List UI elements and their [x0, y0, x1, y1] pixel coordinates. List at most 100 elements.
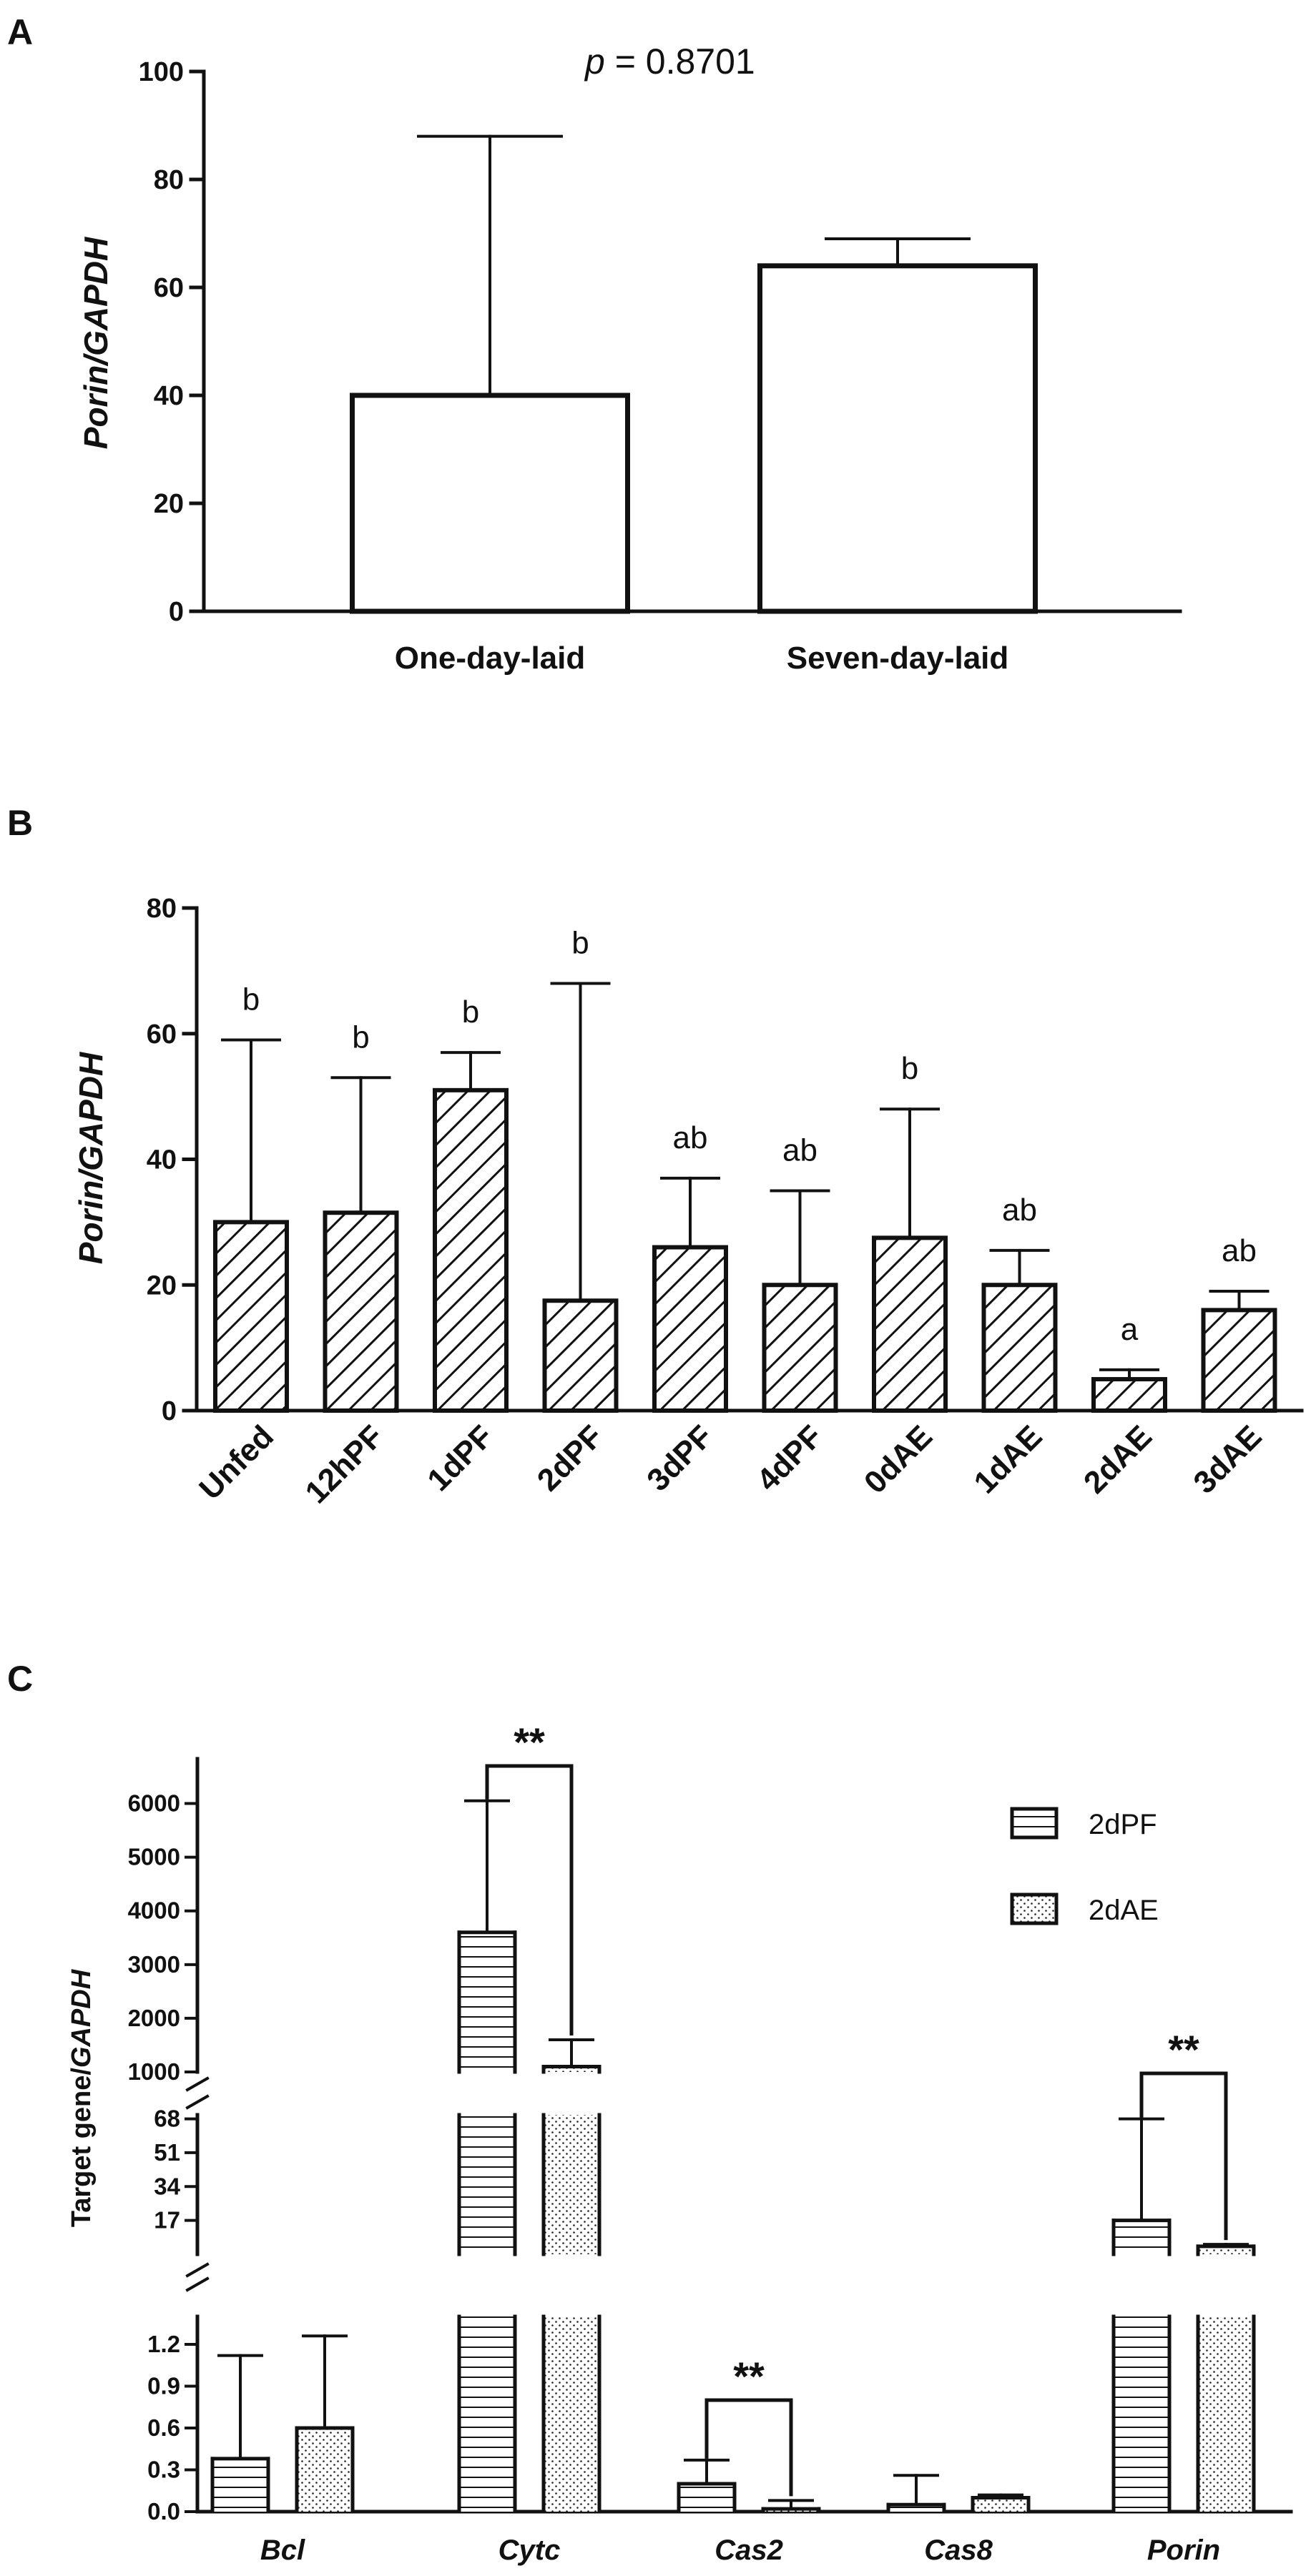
y-tick-label: 20 — [147, 1270, 177, 1301]
panel-c-significance: ** ** ** — [485, 1719, 1228, 2497]
bar-3dPF — [652, 1245, 728, 1413]
panel-a-label: A — [7, 12, 33, 52]
panel-c-label: C — [7, 1659, 33, 1699]
bar-2dAE — [1091, 1377, 1167, 1413]
axis-break-mark — [185, 2094, 210, 2110]
y-tick-label: 0.9 — [147, 2373, 180, 2399]
panel-b-bars: b Unfed b 12hPF b 1dPF b 2dPF ab 3dPF ab 4dPF b 0dAE a… — [192, 925, 1277, 1510]
y-tick-label: 0 — [162, 1396, 177, 1426]
significance-letter: ab — [1222, 1233, 1257, 1268]
bar-3dAE — [1201, 1308, 1277, 1413]
y-tick-label: 0.3 — [147, 2457, 180, 2483]
significance-bracket-Porin — [1139, 2071, 1228, 2241]
legend-label-2dAE: 2dAE — [1089, 1895, 1159, 1926]
bar-1dPF — [433, 1087, 509, 1413]
y-tick-label: 20 — [154, 489, 184, 519]
bar-2dPF-Cytc-fill — [459, 2115, 515, 2254]
y-tick-label: 34 — [154, 2173, 180, 2199]
y-tick-label: 68 — [154, 2106, 180, 2132]
y-tick-label: 100 — [139, 57, 184, 87]
pvalue-value: = 0.8701 — [605, 41, 755, 82]
category-label: 1dAE — [967, 1418, 1049, 1500]
y-tick-label: 2000 — [128, 2005, 180, 2031]
bar-1dAE — [981, 1283, 1058, 1413]
panel-b-label: B — [7, 803, 33, 843]
bar-2dPF-Porin-fill — [1114, 2316, 1169, 2512]
bar-4dPF — [762, 1283, 838, 1413]
category-label: 3dAE — [1187, 1418, 1268, 1500]
category-label: 2dAE — [1077, 1418, 1159, 1500]
bar-Seven-day-laid — [757, 263, 1038, 614]
significance-letter: a — [1121, 1312, 1139, 1347]
bar-2dPF-Bcl-fill — [212, 2458, 268, 2512]
y-label-italic: GAPDH — [67, 1968, 97, 2068]
y-tick-label: 1000 — [128, 2058, 180, 2085]
category-label: 0dAE — [858, 1418, 939, 1500]
category-label: Bcl — [260, 2535, 305, 2566]
legend: 2dPF 2dAE — [1010, 1807, 1159, 1926]
significance-letter: b — [571, 925, 589, 960]
bar-2dPF-Cytc-fill — [459, 1932, 515, 2072]
category-label: Unfed — [192, 1418, 280, 1506]
y-tick-label: 40 — [147, 1145, 177, 1175]
legend-label-2dPF: 2dPF — [1089, 1809, 1157, 1840]
panel-c-y-axis: 0.0 0.3 0.6 0.9 1.2 17 34 51 68 1000 2000 3000 4000 5… — [128, 1757, 1293, 2525]
legend-swatch-2dAE — [1010, 1892, 1059, 1925]
y-tick-label: 60 — [154, 273, 184, 303]
y-label-rest: /GAPDH — [72, 1052, 109, 1182]
category-label: 4dPF — [750, 1418, 830, 1498]
y-tick-label: 17 — [154, 2207, 180, 2234]
y-label-plain: Target gene/ — [67, 2068, 97, 2228]
y-tick-label: 3000 — [128, 1951, 180, 1978]
bar-One-day-laid — [350, 393, 630, 614]
panel-a-y-label: Porin/GAPDH — [77, 237, 114, 449]
y-tick-label: 0.6 — [147, 2414, 180, 2441]
panel-c-y-label: Target gene/GAPDH — [67, 1968, 97, 2227]
category-label: Cas2 — [715, 2535, 783, 2566]
bar-2dPF-Cas2-fill — [679, 2484, 735, 2512]
category-label: 3dPF — [640, 1418, 720, 1498]
y-label-italic: Porin — [77, 365, 114, 450]
panel-a: A 0 20 40 60 80 100 One-day-laid Seven-day-lai… — [7, 12, 1182, 676]
pvalue-symbol: p — [584, 41, 605, 82]
significance-letter: ab — [1002, 1193, 1037, 1228]
legend-swatch-2dPF — [1010, 1807, 1059, 1840]
bar-2dAE-Cytc-fill — [544, 2066, 599, 2072]
panel-b-y-label: Porin/GAPDH — [72, 1052, 109, 1264]
panel-a-bars: One-day-laid Seven-day-laid — [350, 134, 1038, 676]
axis-break-mark — [185, 2276, 210, 2292]
bar-2dAE-Cytc-fill — [544, 2316, 599, 2512]
category-label: Seven-day-laid — [787, 641, 1009, 676]
bar-2dAE-Porin-fill — [1198, 2246, 1254, 2254]
category-label: Cytc — [499, 2535, 561, 2566]
panel-c-bars: Bcl Cytc Cas2 Cas8 Porin — [210, 1799, 1256, 2566]
y-tick-label: 6000 — [128, 1790, 180, 1817]
significance-letter: ab — [673, 1120, 708, 1155]
axis-break-mark — [185, 2076, 210, 2092]
bar-2dAE-Porin-fill — [1198, 2316, 1254, 2512]
significance-bracket-Cytc — [485, 1764, 574, 2035]
significance-letter: ab — [782, 1132, 817, 1168]
y-tick-label: 40 — [154, 381, 184, 411]
y-tick-label: 80 — [154, 165, 184, 195]
category-label: 12hPF — [299, 1418, 391, 1510]
category-label: Porin — [1147, 2535, 1220, 2566]
bar-2dPF-Porin-fill — [1114, 2220, 1169, 2254]
category-label: 2dPF — [531, 1418, 610, 1498]
significance-letter: b — [352, 1020, 369, 1055]
y-tick-label: 80 — [147, 894, 177, 924]
panel-a-pvalue: p = 0.8701 — [584, 41, 755, 82]
category-label: One-day-laid — [395, 641, 586, 676]
y-tick-label: 51 — [154, 2139, 180, 2166]
panel-c: C 0.0 0.3 0.6 0.9 1.2 17 34 51 68 1000 2000 3000 400… — [7, 1659, 1293, 2566]
bar-2dAE-Cytc-fill — [544, 2115, 599, 2254]
y-label-rest: /GAPDH — [77, 237, 114, 367]
significance-label-Cas2: ** — [733, 2354, 765, 2399]
y-tick-label: 5000 — [128, 1844, 180, 1870]
bar-12hPF — [323, 1210, 399, 1413]
significance-label-Cytc: ** — [514, 1719, 545, 1765]
significance-letter: b — [901, 1051, 918, 1086]
y-tick-label: 4000 — [128, 1898, 180, 1924]
